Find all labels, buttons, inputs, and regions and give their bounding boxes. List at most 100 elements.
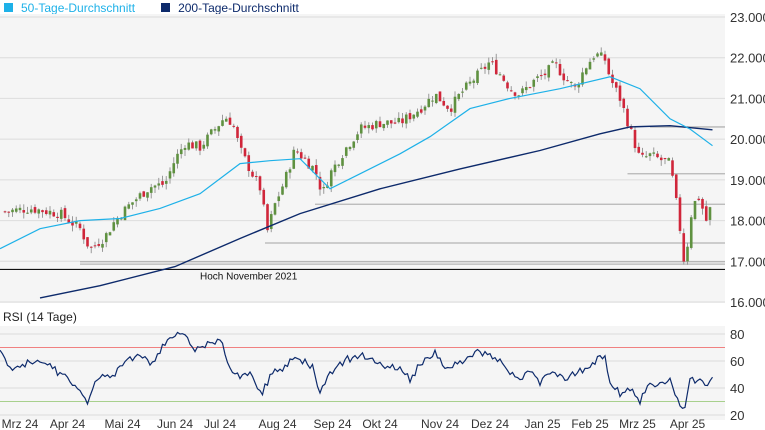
x-tick-label: Mrz 24 [2,417,39,430]
candle-body [202,144,206,149]
candle-body [498,74,502,76]
candle-body [506,82,509,89]
candle-body [82,228,86,240]
x-tick-label: Jul 24 [204,417,236,430]
candle-body [543,73,547,76]
candle-body [29,209,33,213]
x-tick-label: Apr 25 [670,417,706,430]
candle-body [393,122,397,124]
candle-body [236,126,239,139]
candle-body [577,84,581,88]
candle-body [697,198,701,201]
candle-body [258,176,262,191]
candle-body [386,120,389,125]
candle-body [307,158,311,169]
candle-body [468,81,472,84]
candle-body [22,210,26,213]
x-tick-label: Mai 24 [104,417,140,430]
candle-body [689,217,693,248]
candle-body [314,165,318,175]
candle-body [637,146,641,153]
candle-body [93,245,97,247]
candle-body [341,158,344,166]
candle-body [74,221,78,224]
candle-body [266,204,269,231]
candle-body [614,82,618,88]
candle-body [457,93,461,100]
candle-body [648,153,652,157]
candle-body [224,118,228,122]
candle-body [378,121,382,128]
candle-body [528,87,532,89]
x-tick-label: Dez 24 [471,417,509,430]
candle-body [213,129,217,131]
candle-body [517,95,521,97]
candle-body [157,183,161,186]
candle-body [464,82,468,90]
x-tick-label: Sep 24 [313,417,351,430]
candle-body [243,148,247,157]
candle-body [374,121,378,129]
candle-body [232,125,236,127]
rsi-y-tick-label: 60 [730,354,744,369]
candle-body [146,192,149,198]
legend-swatch-ma50 [4,3,13,12]
candle-body [116,217,119,225]
x-tick-label: Okt 24 [362,417,398,430]
candle-body [641,152,644,155]
candle-body [14,208,18,212]
candle-body [704,206,708,221]
legend-label-ma200: 200-Tage-Durchschnitt [178,1,299,15]
rsi-y-tick-label: 80 [730,327,744,342]
candle-body [86,237,89,247]
candle-body [363,125,367,128]
candle-body [419,109,423,113]
candle-body [97,244,101,246]
candle-body [251,171,254,177]
candle-body [67,219,71,223]
price-y-tick-label: 17.000 [730,254,765,269]
candle-body [412,114,416,119]
candle-body [554,62,558,64]
candle-body [161,181,164,185]
candle-body [438,91,442,102]
candle-body [416,111,419,117]
candle-body [622,98,626,109]
candle-body [127,204,131,209]
candle-body [382,123,386,129]
candle-body [487,62,491,70]
candle-body [442,100,446,106]
candle-body [431,100,434,102]
price-y-tick-label: 19.000 [730,173,765,188]
ma50-line [0,76,713,250]
candle-body [644,156,648,158]
candle-body [682,233,686,262]
candle-body [502,75,506,81]
candle-body [686,246,689,262]
rsi-y-tick-label: 40 [730,381,744,396]
legend-item-ma200: 200-Tage-Durchschnitt [161,1,299,15]
candle-body [596,53,599,57]
candle-body [281,186,284,195]
candle-body [198,140,202,151]
candle-body [509,90,513,92]
candle-body [262,189,266,205]
candle-body [667,158,671,161]
candle-body [101,243,104,248]
candle-body [513,92,517,96]
candle-body [194,141,198,149]
candle-body [708,207,712,220]
candle-body [18,207,22,211]
ma200-line [39,124,713,299]
price-y-tick-label: 22.000 [730,51,765,66]
candle-body [524,87,528,91]
rsi-y-tick-label: 20 [730,408,744,423]
candle-body [142,191,146,197]
candle-body [401,118,404,124]
candle-body [104,233,108,243]
rsi-title: RSI (14 Tage) [3,310,77,324]
candle-body [284,171,288,188]
price-y-tick-label: 18.000 [730,214,765,229]
candle-body [299,152,303,159]
rsi-line [0,331,713,409]
